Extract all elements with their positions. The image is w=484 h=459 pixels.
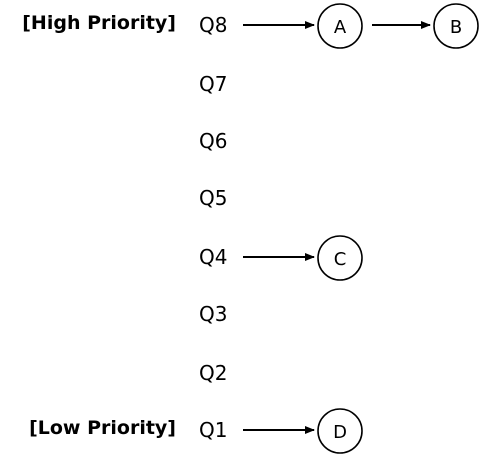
node-label-c: C [334,249,347,270]
node-label-a: A [334,17,347,38]
queue-row-q6: Q6 [199,129,227,153]
queue-label: Q1 [199,418,227,442]
queue-row-q4: Q4 C [199,236,362,280]
queue-label: Q6 [199,129,227,153]
node-label-b: B [450,17,462,38]
low-priority-label: [Low Priority] [29,417,176,439]
queue-label: Q8 [199,13,227,37]
queue-row-q8: Q8 A B [199,4,478,48]
queue-row-q2: Q2 [199,361,227,385]
queue-row-q3: Q3 [199,302,227,326]
queue-row-q5: Q5 [199,186,227,210]
node-label-d: D [333,422,347,443]
high-priority-label: [High Priority] [22,12,176,34]
queue-label: Q5 [199,186,227,210]
queue-row-q7: Q7 [199,72,227,96]
queue-label: Q4 [199,245,227,269]
queue-label: Q3 [199,302,227,326]
queue-label: Q2 [199,361,227,385]
queue-list: Q8 A B Q7 Q6 Q5 Q4 C Q3 Q2 Q1 D [199,4,478,453]
queue-row-q1: Q1 D [199,409,362,453]
queue-label: Q7 [199,72,227,96]
